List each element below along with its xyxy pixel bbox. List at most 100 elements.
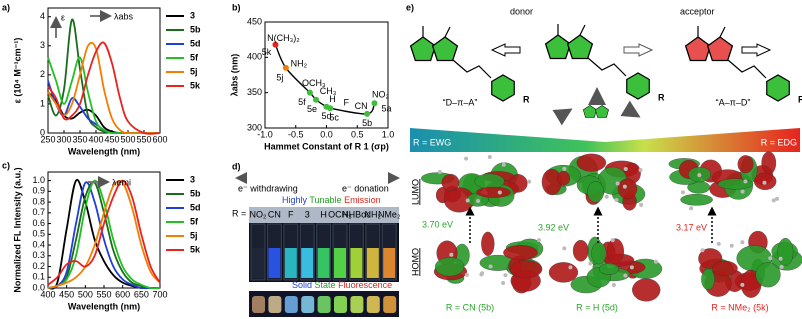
molecule: R: [544, 24, 665, 102]
y-tick-label: 0.4: [32, 239, 45, 249]
data-point: [282, 64, 289, 71]
substituent-label: NO₂: [372, 90, 390, 100]
substituent-label: F: [343, 98, 349, 108]
x-tick-label: 400: [40, 289, 55, 299]
atom: [740, 240, 745, 245]
atom: [562, 166, 567, 171]
atom: [743, 179, 748, 184]
orbital-lobe: [441, 173, 460, 192]
atom: [623, 273, 628, 278]
word: Solid: [292, 280, 312, 290]
atom: [689, 206, 694, 211]
ring: [582, 105, 597, 118]
y-tick-label: 350: [247, 87, 262, 97]
series-line: [47, 178, 160, 290]
y-tick-label: 300: [247, 122, 262, 132]
atom: [740, 189, 745, 194]
atom: [562, 246, 567, 251]
label: HOMO: [410, 248, 420, 276]
y-tick-label: 0.9: [32, 186, 45, 196]
atom: [653, 259, 658, 264]
solid-sample: [317, 296, 331, 313]
orbital-lobe: [777, 237, 794, 267]
label: e⁻ donation: [342, 183, 389, 193]
x-tick-label: 350: [72, 134, 87, 144]
series-line: [47, 179, 161, 286]
orbital-lobe: [632, 278, 661, 302]
legend-label: 5j: [190, 66, 198, 76]
molecule: R: [409, 26, 530, 104]
r-group: R: [658, 92, 665, 102]
series-line: [47, 179, 161, 289]
atom: [501, 281, 506, 286]
y-axis-label: ε (10⁴ M⁻¹cm⁻¹): [12, 38, 22, 104]
orbital-lobe: [737, 155, 754, 174]
atom: [779, 264, 784, 269]
arrow: [552, 108, 573, 126]
legend-label: 5b: [190, 24, 201, 34]
point-label: 5k: [262, 47, 272, 57]
ring: [566, 34, 594, 60]
data-point: [327, 105, 334, 112]
r-group: R: [523, 94, 530, 104]
y-tick-label: 2: [40, 69, 45, 79]
r-group: R: [798, 94, 802, 104]
orbital-lobe: [587, 181, 605, 203]
y-tick-label: 450: [247, 16, 262, 26]
orbital-lobe: [701, 268, 715, 290]
label: R =: [232, 208, 246, 218]
word: Emission: [344, 195, 381, 205]
atom: [762, 180, 767, 185]
bond: [452, 59, 492, 79]
ring: [409, 36, 437, 62]
vial-glow: [383, 248, 396, 278]
atom: [611, 283, 616, 288]
x-tick-label: 650: [134, 289, 149, 299]
orbital-lobe: [680, 193, 713, 206]
compound-label: R = CN (5b): [446, 302, 494, 312]
series-line: [47, 91, 160, 135]
compound-label: R = NMe₂ (5k): [711, 302, 768, 312]
ring: [684, 36, 712, 62]
vial-glow: [268, 248, 281, 278]
x-tick-label: 500: [78, 289, 93, 299]
label: “D–π–A”: [443, 97, 478, 107]
series-line: [47, 56, 160, 135]
mini-molecule: [582, 105, 609, 118]
substituent-label: OCH₃: [328, 209, 352, 219]
bond: [579, 24, 586, 36]
substituent-label: NO₂: [250, 209, 268, 219]
series-line: [47, 181, 160, 290]
annotation: λabs: [114, 11, 134, 21]
hollow-arrow: [741, 43, 772, 57]
atom: [700, 248, 705, 253]
x-tick-label: 250: [40, 134, 55, 144]
substituent-label: CN: [268, 209, 281, 219]
x-tick-label: 1.0: [382, 129, 395, 139]
legend-label: 3: [190, 174, 195, 184]
legend-label: 5b: [190, 188, 201, 198]
x-tick-label: 0.0: [320, 129, 333, 139]
x-tick-label: 600: [115, 289, 130, 299]
x-tick-label: 550: [136, 134, 151, 144]
substituent-label: CH₃: [320, 86, 337, 96]
x-tick-label: 400: [88, 134, 103, 144]
y-tick-label: 0.1: [32, 272, 45, 282]
orbital-lobe: [598, 263, 620, 275]
solid-sample: [301, 296, 315, 313]
x-tick-label: 500: [120, 134, 135, 144]
atom: [716, 241, 721, 246]
caption: Solid State Fluorescence: [292, 280, 392, 290]
photo-band: [249, 207, 399, 223]
legend-label: 5f: [190, 216, 199, 226]
y-axis-label: Normalized FL Intensity (a.u.): [12, 167, 22, 292]
vial-glow: [301, 248, 314, 278]
orbital-lobe: [476, 186, 511, 198]
atom: [778, 256, 783, 261]
x-axis-label: Wavelength (nm): [68, 301, 140, 311]
atom: [476, 198, 481, 203]
orbital-lobe: [481, 231, 495, 256]
orbital-lobe: [434, 257, 465, 277]
legend-label: 5d: [190, 202, 201, 212]
substituent-label: NH₂: [291, 58, 308, 68]
